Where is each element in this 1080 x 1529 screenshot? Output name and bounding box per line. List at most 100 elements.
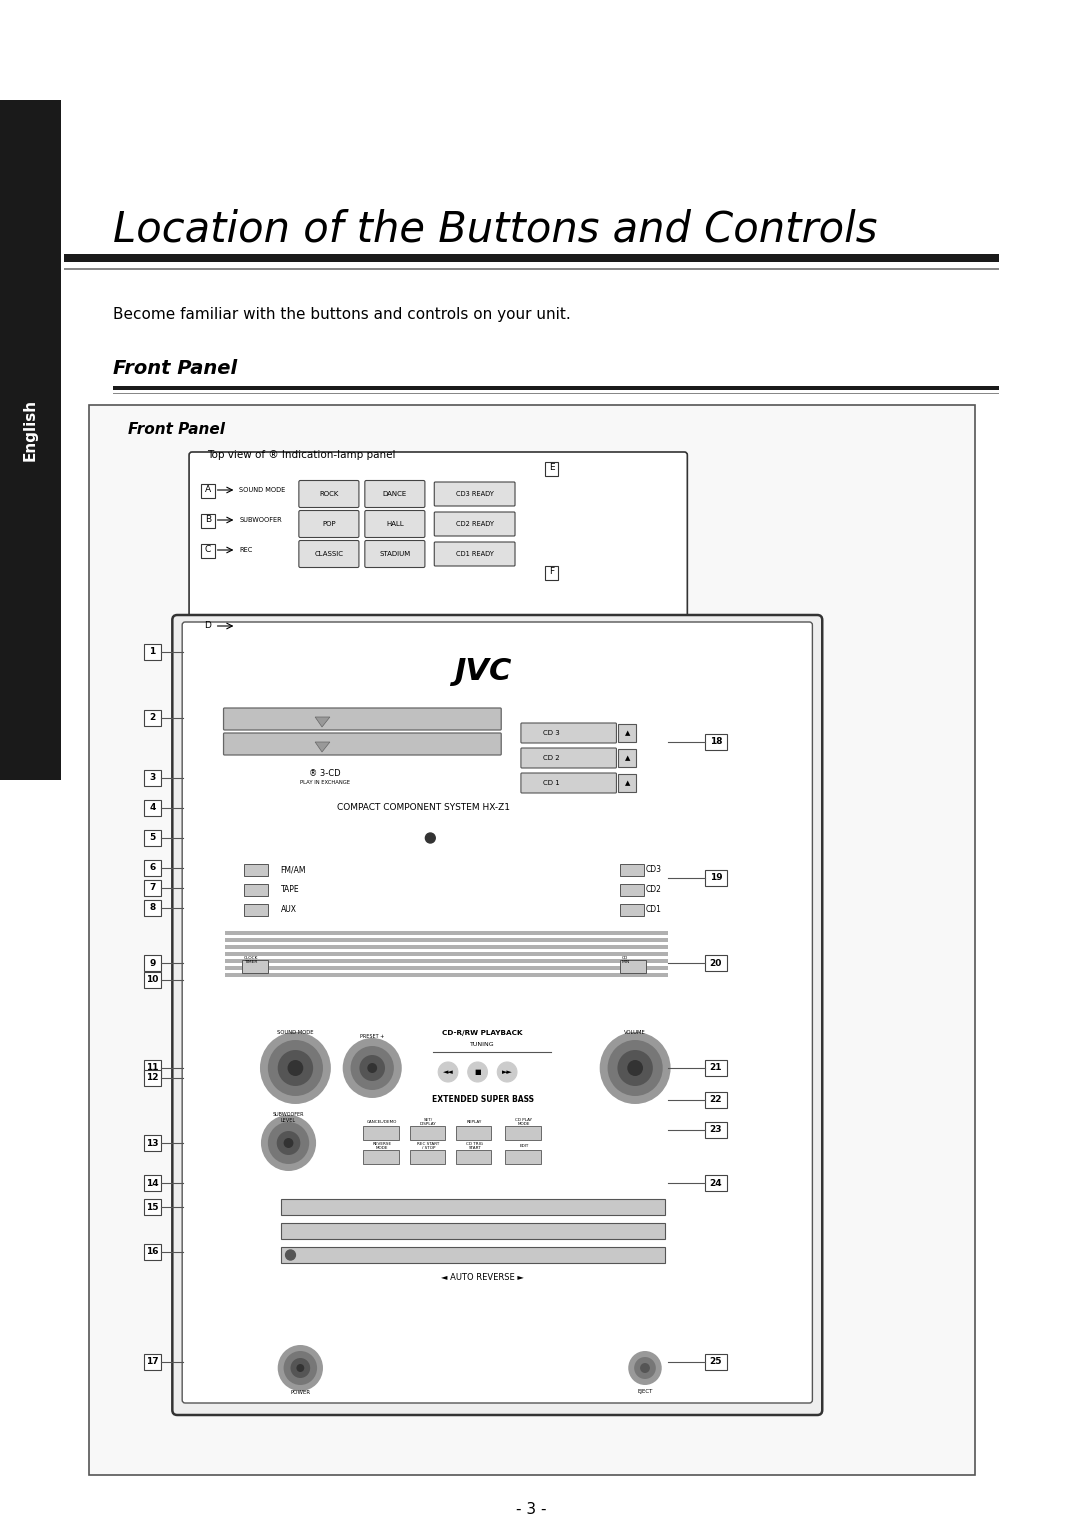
Bar [244, 864, 268, 876]
Text: TAPE: TAPE [281, 885, 299, 894]
FancyBboxPatch shape [434, 541, 515, 566]
Text: F: F [549, 567, 554, 576]
Text: 24: 24 [710, 1179, 723, 1188]
Bar [705, 1122, 727, 1138]
Circle shape [497, 1063, 517, 1083]
Bar [705, 734, 727, 751]
Text: 3: 3 [149, 774, 156, 783]
Bar [144, 1135, 162, 1151]
Bar [64, 268, 999, 271]
Bar [225, 945, 667, 950]
Bar [144, 972, 162, 988]
FancyBboxPatch shape [183, 622, 812, 1404]
Polygon shape [315, 742, 329, 752]
Bar [201, 485, 215, 498]
Circle shape [640, 1362, 650, 1373]
Circle shape [618, 1050, 653, 1086]
Circle shape [278, 1050, 313, 1086]
Text: POWER: POWER [291, 1390, 310, 1396]
FancyBboxPatch shape [521, 774, 617, 794]
Bar [705, 870, 727, 885]
FancyBboxPatch shape [365, 540, 424, 567]
FancyBboxPatch shape [224, 708, 501, 729]
Text: 8: 8 [149, 904, 156, 913]
Circle shape [287, 1060, 303, 1076]
Circle shape [438, 1063, 458, 1083]
Circle shape [608, 1040, 663, 1096]
Circle shape [261, 1115, 316, 1171]
Text: REC START
/ STOP: REC START / STOP [417, 1142, 440, 1150]
Text: 6: 6 [149, 864, 156, 873]
Bar [144, 709, 162, 726]
Bar [225, 959, 667, 963]
Text: 17: 17 [146, 1358, 159, 1367]
Text: 2: 2 [149, 714, 156, 723]
Text: 23: 23 [710, 1125, 723, 1135]
Circle shape [599, 1032, 671, 1104]
Text: CD 2: CD 2 [543, 755, 559, 761]
Text: EXTENDED SUPER BASS: EXTENDED SUPER BASS [432, 1095, 534, 1104]
Text: HALL: HALL [386, 521, 404, 528]
Text: VOLUME: VOLUME [624, 1031, 646, 1035]
Circle shape [629, 1352, 662, 1385]
Text: LEVEL: LEVEL [281, 1119, 296, 1124]
FancyBboxPatch shape [173, 615, 822, 1414]
Text: 14: 14 [146, 1179, 159, 1188]
Text: PLAY IN EXCHANGE: PLAY IN EXCHANGE [300, 780, 350, 786]
Text: Front Panel: Front Panel [113, 358, 238, 378]
Bar [620, 864, 644, 876]
Bar [225, 972, 667, 977]
Bar [144, 1199, 162, 1216]
Text: JVC: JVC [454, 657, 511, 687]
FancyBboxPatch shape [299, 511, 359, 538]
Bar [144, 644, 162, 661]
Bar [242, 960, 268, 972]
FancyBboxPatch shape [299, 540, 359, 567]
Circle shape [291, 1358, 310, 1378]
Text: CD 3: CD 3 [543, 729, 559, 735]
Bar [225, 966, 667, 969]
Text: SUBWOOFER: SUBWOOFER [273, 1113, 305, 1118]
Circle shape [627, 1060, 643, 1076]
Text: CANCEL/DEMO: CANCEL/DEMO [367, 1121, 397, 1124]
Text: AUX: AUX [281, 905, 297, 914]
Circle shape [342, 1038, 402, 1098]
Bar [281, 1199, 664, 1216]
Text: 9: 9 [149, 959, 156, 968]
Polygon shape [315, 717, 329, 726]
Text: CD1 READY: CD1 READY [456, 550, 494, 557]
Text: English: English [23, 399, 38, 462]
Bar [619, 749, 636, 768]
Text: 13: 13 [147, 1139, 159, 1147]
Bar [281, 1248, 664, 1263]
Text: ▲: ▲ [624, 780, 630, 786]
Bar [456, 1125, 491, 1141]
Circle shape [276, 1131, 300, 1154]
Text: CD 1: CD 1 [543, 780, 559, 786]
Text: ◄◄: ◄◄ [443, 1069, 454, 1075]
Text: EDIT: EDIT [519, 1144, 528, 1148]
Text: 11: 11 [147, 1064, 159, 1072]
FancyBboxPatch shape [521, 723, 617, 743]
Text: 25: 25 [710, 1358, 723, 1367]
Bar [705, 1060, 727, 1076]
Bar [705, 1355, 727, 1370]
FancyBboxPatch shape [434, 482, 515, 506]
Circle shape [296, 1364, 305, 1372]
Bar [409, 1150, 445, 1164]
Bar [409, 1125, 445, 1141]
Text: 21: 21 [710, 1064, 723, 1072]
Bar [144, 1060, 162, 1076]
Text: SOUND MODE: SOUND MODE [278, 1031, 313, 1035]
Text: ■: ■ [474, 1069, 481, 1075]
Text: STADIUM: STADIUM [379, 550, 410, 557]
Bar [619, 774, 636, 792]
Bar [144, 771, 162, 786]
Bar [244, 904, 268, 916]
Bar [505, 1150, 541, 1164]
Circle shape [351, 1046, 394, 1090]
Text: ® 3-CD: ® 3-CD [309, 769, 341, 778]
FancyBboxPatch shape [521, 748, 617, 768]
Bar [201, 544, 215, 558]
Text: POP: POP [322, 521, 336, 528]
